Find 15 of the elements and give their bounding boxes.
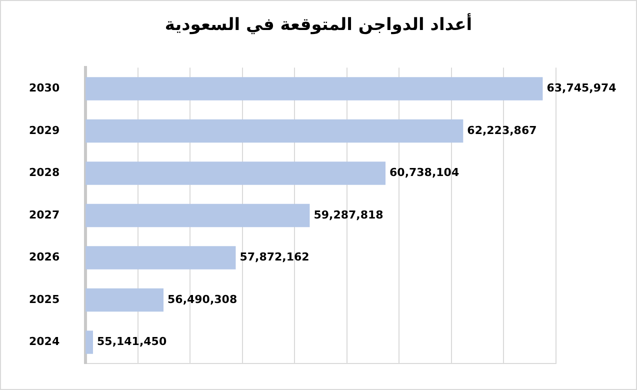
y-tick-label: 2027 — [28, 208, 60, 222]
data-label: 62,223,867 — [467, 124, 537, 137]
y-tick-label: 2025 — [28, 292, 60, 306]
y-tick-label: 2026 — [28, 250, 60, 264]
data-label: 60,738,104 — [390, 166, 460, 180]
chart-title: أعداد الدواجن المتوقعة في السعودية — [164, 15, 474, 35]
y-tick-label: 2029 — [28, 124, 60, 137]
data-label: 59,287,818 — [314, 208, 384, 222]
y-tick-label: 2030 — [28, 82, 60, 95]
data-label: 56,490,308 — [168, 292, 238, 306]
data-label: 63,745,974 — [546, 82, 617, 95]
data-label: 57,872,162 — [240, 250, 310, 264]
y-tick-label: 2024 — [28, 335, 60, 348]
data-label: 55,141,450 — [97, 335, 167, 348]
y-tick-label: 2028 — [28, 166, 60, 180]
